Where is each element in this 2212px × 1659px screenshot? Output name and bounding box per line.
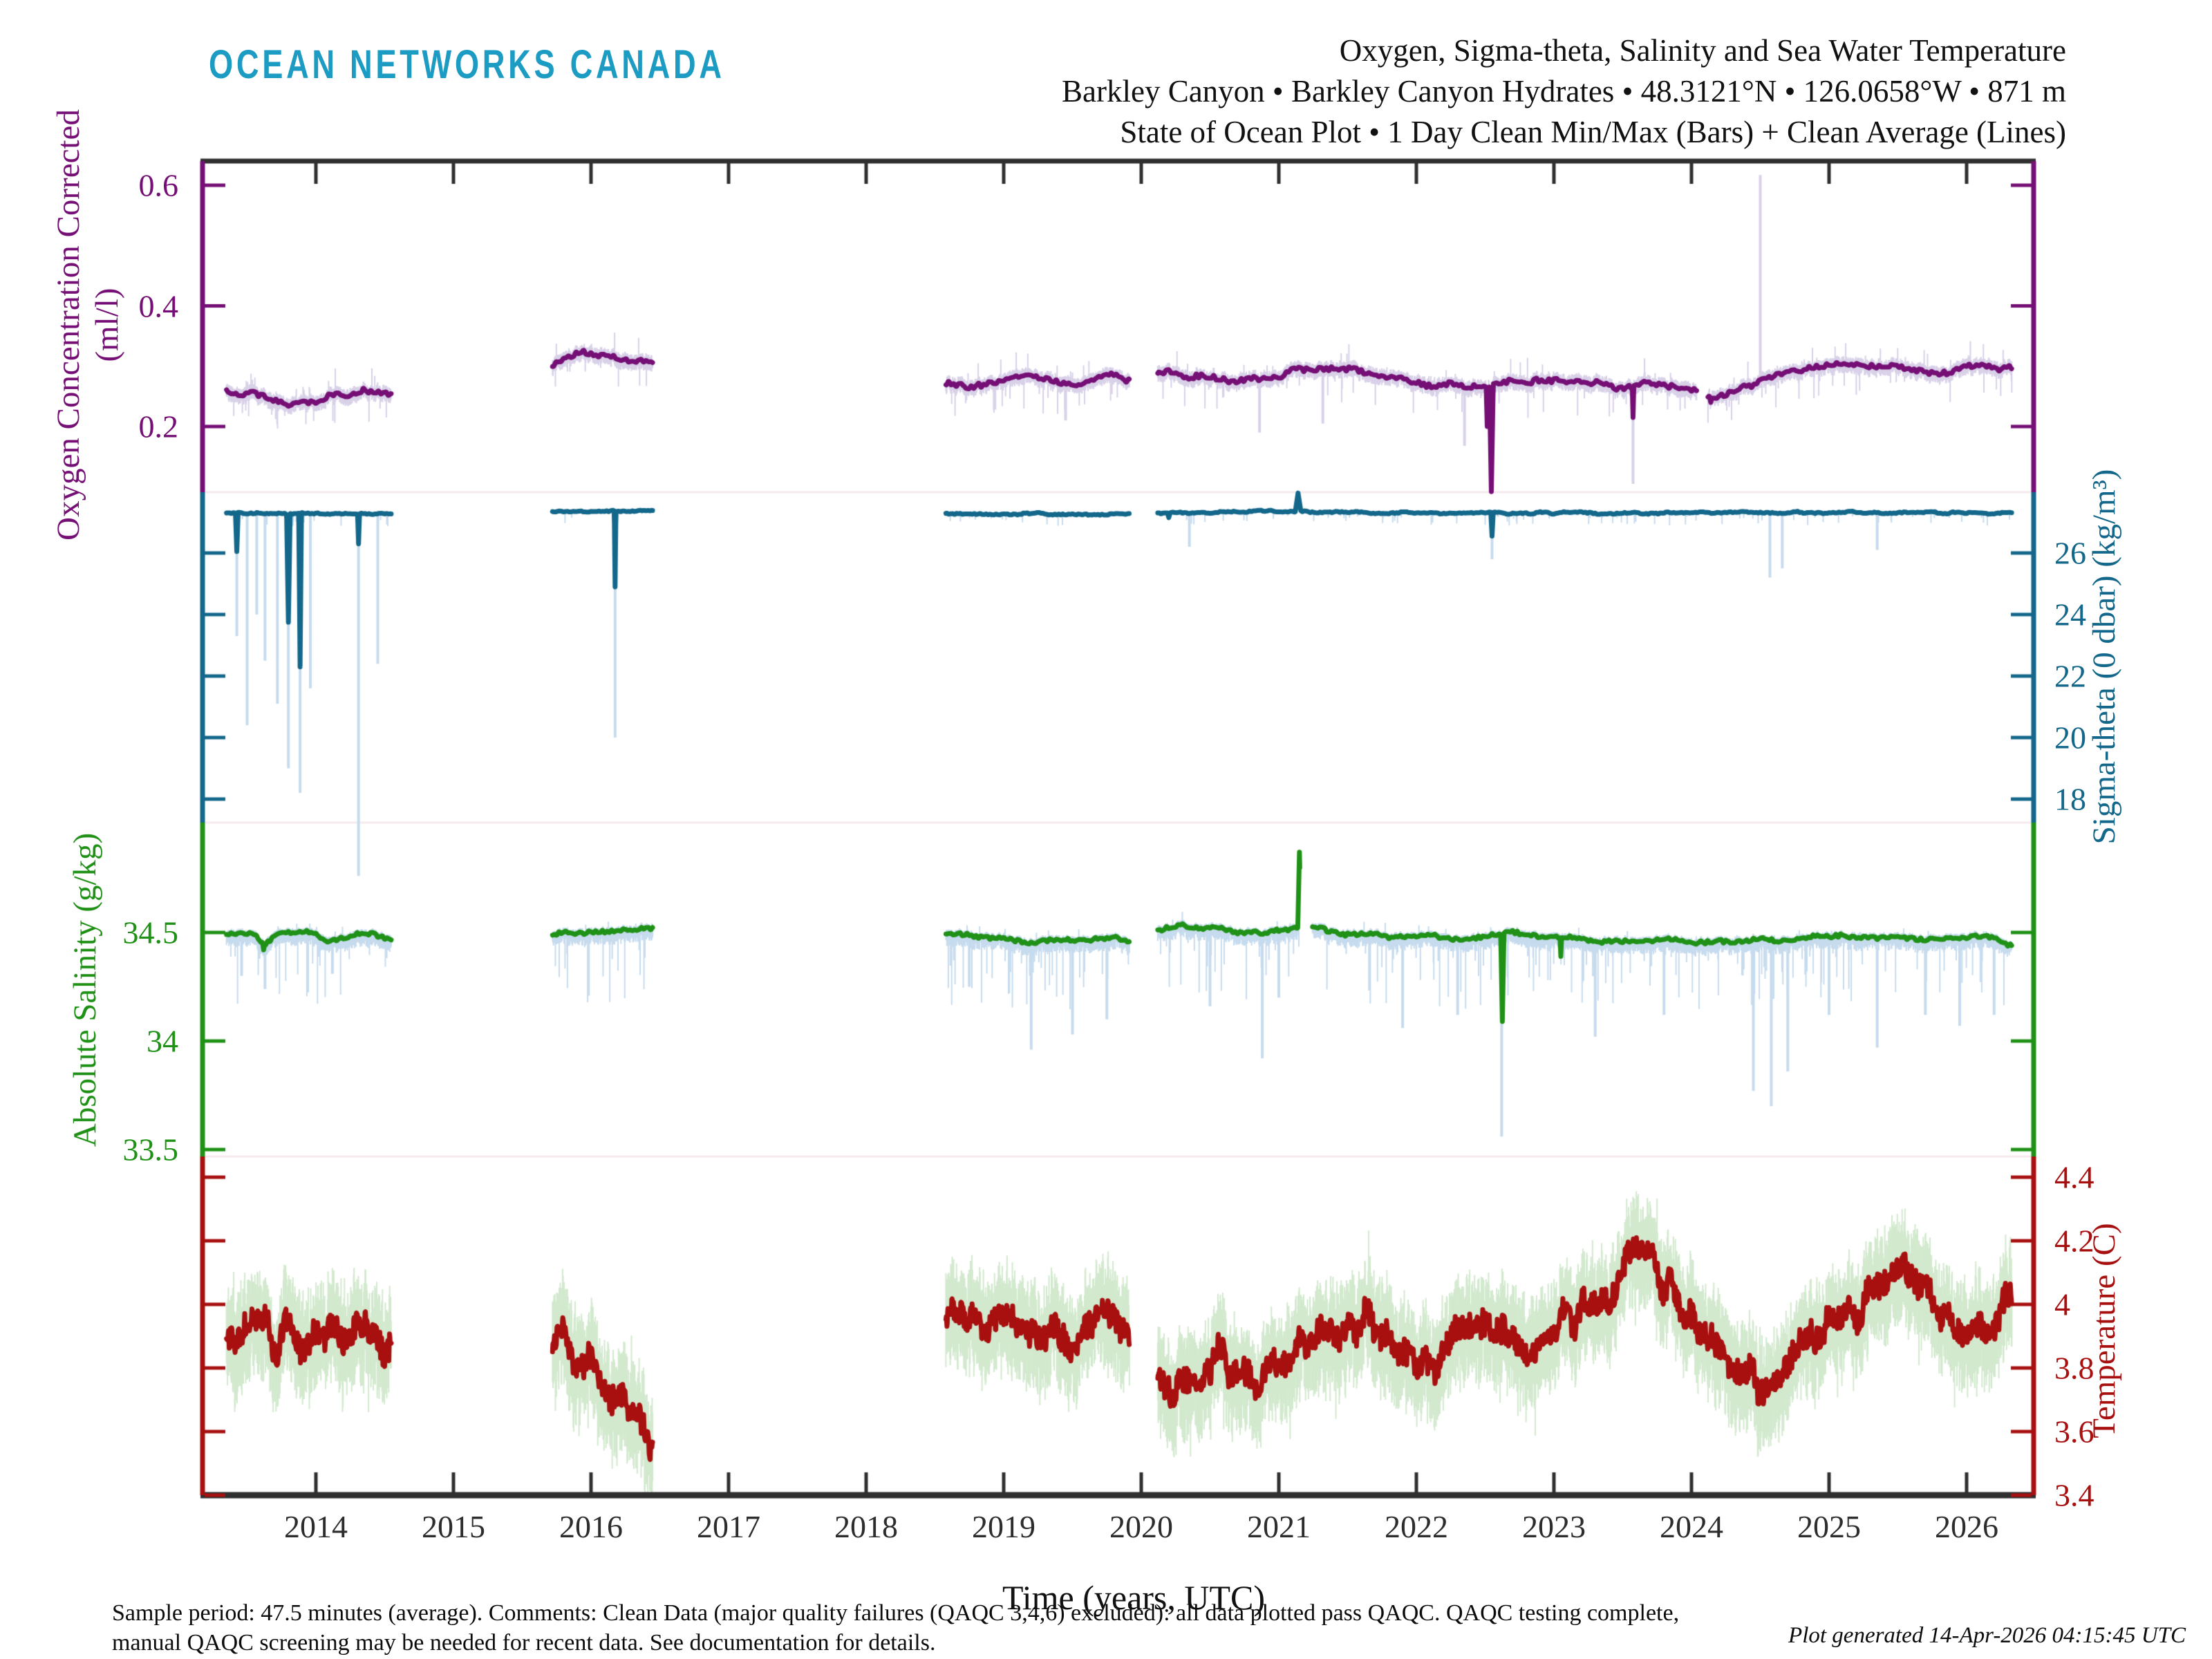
title-line-2: Barkley Canyon • Barkley Canyon Hydrates… [1062, 74, 2066, 109]
y-tick-label-salinity-33.5: 33.5 [122, 1132, 179, 1168]
x-tick-label-2021: 2021 [1247, 1509, 1311, 1544]
y-tick-label-temperature-3.8: 3.8 [2054, 1350, 2094, 1386]
x-tick-label-2024: 2024 [1660, 1509, 1723, 1544]
y-tick-label-temperature-3.4: 3.4 [2054, 1477, 2094, 1513]
x-tick-label-2022: 2022 [1385, 1509, 1448, 1544]
x-tick-label-2026: 2026 [1935, 1509, 1998, 1544]
y-tick-label-sigma_theta-24: 24 [2054, 597, 2086, 632]
x-tick-label-2019: 2019 [972, 1509, 1035, 1544]
x-tick-label-2020: 2020 [1109, 1509, 1173, 1544]
y-axis-label-sigma-theta: Sigma-theta (0 dbar) (kg/m³) [2086, 469, 2122, 845]
x-tick-label-2018: 2018 [834, 1509, 898, 1544]
x-tick-label-2023: 2023 [1522, 1509, 1586, 1544]
y-axis-label-oxygen: Oxygen Concentration Corrected (ml/l) [50, 109, 125, 541]
y-tick-label-temperature-3.6: 3.6 [2054, 1414, 2094, 1450]
onc-logo: OCEAN NETWORKS CANADA [209, 42, 725, 87]
y-tick-label-sigma_theta-18: 18 [2054, 781, 2086, 817]
footer-note-line-1: Sample period: 47.5 minutes (average). C… [112, 1600, 1680, 1626]
y-tick-label-temperature-4.2: 4.2 [2054, 1223, 2094, 1259]
y-tick-label-oxygen-0.4: 0.4 [138, 288, 179, 324]
y-tick-label-sigma_theta-20: 20 [2054, 720, 2086, 756]
y-axis-label-salinity: Absolute Salinity (g/kg) [67, 832, 103, 1147]
plot-title-block: Oxygen, Sigma-theta, Salinity and Sea Wa… [1062, 30, 2066, 153]
x-axis-label: Time (years, UTC) [1002, 1578, 1266, 1617]
y-tick-label-oxygen-0.2: 0.2 [138, 409, 179, 444]
x-tick-label-2016: 2016 [559, 1509, 623, 1544]
x-tick-label-2025: 2025 [1797, 1509, 1861, 1544]
y-tick-label-temperature-4: 4 [2054, 1286, 2070, 1322]
y-tick-label-oxygen-0.6: 0.6 [138, 167, 179, 203]
y-tick-label-salinity-34: 34 [147, 1023, 178, 1059]
x-tick-label-2017: 2017 [697, 1509, 760, 1544]
y-tick-label-salinity-34.5: 34.5 [122, 915, 179, 950]
footer-note: Sample period: 47.5 minutes (average). C… [112, 1598, 1679, 1658]
y-tick-label-temperature-4.4: 4.4 [2054, 1159, 2094, 1195]
x-tick-label-2014: 2014 [284, 1509, 348, 1544]
footer-note-line-2: manual QAQC screening may be needed for … [112, 1630, 936, 1656]
title-line-3: State of Ocean Plot • 1 Day Clean Min/Ma… [1120, 115, 2066, 149]
y-tick-label-sigma_theta-26: 26 [2054, 535, 2086, 571]
x-tick-label-2015: 2015 [422, 1509, 485, 1544]
y-tick-label-sigma_theta-22: 22 [2054, 658, 2086, 694]
title-line-1: Oxygen, Sigma-theta, Salinity and Sea Wa… [1339, 33, 2066, 68]
plot-generated-timestamp: Plot generated 14-Apr-2026 04:15:45 UTC [1788, 1623, 2186, 1648]
